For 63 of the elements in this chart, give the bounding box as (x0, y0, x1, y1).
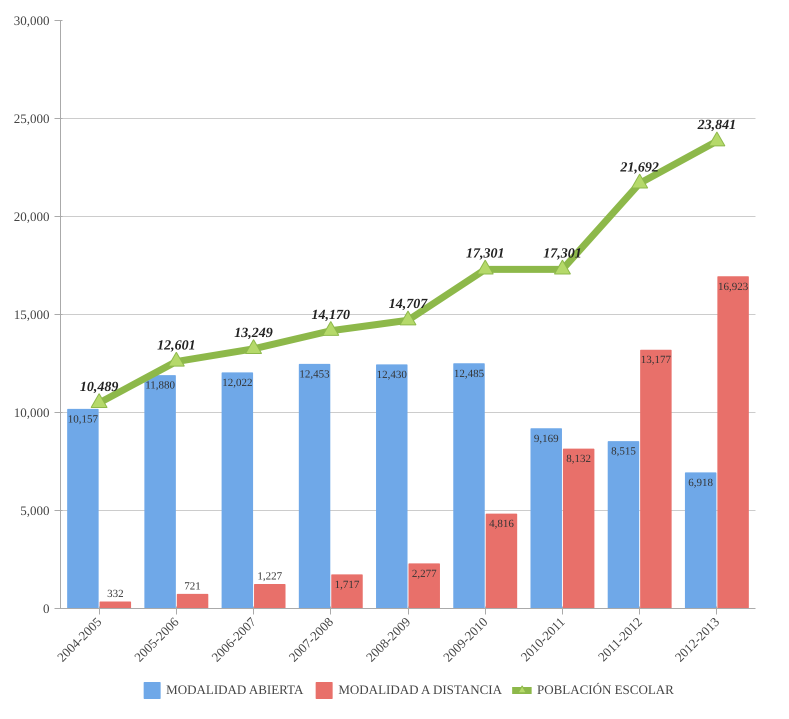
data-label: 21,692 (619, 160, 659, 176)
legend-label: MODALIDAD ABIERTA (166, 682, 304, 698)
bar (562, 448, 594, 608)
point (554, 260, 571, 275)
point (708, 131, 726, 146)
bar (684, 472, 716, 608)
data-label: 14,707 (388, 297, 428, 312)
data-label: 11,880 (145, 380, 176, 392)
legend-label: POBLACIÓN ESCOLAR (536, 682, 674, 698)
bar (640, 350, 672, 608)
data-label: 12,430 (376, 368, 408, 381)
bar (486, 514, 518, 608)
data-label: 12,022 (222, 376, 252, 389)
data-label: 10,489 (80, 380, 118, 395)
data-label: 12,601 (157, 338, 196, 354)
data-label: 721 (184, 580, 201, 592)
data-label: 9,169 (534, 432, 560, 445)
y-tick-label: 10,000 (14, 405, 50, 420)
legend-label: MODALIDAD A DISTANCIA (338, 682, 502, 698)
bar (376, 364, 408, 608)
bar (176, 594, 208, 608)
data-label: 14,170 (312, 308, 350, 323)
y-tick-label: 15,000 (14, 307, 50, 322)
y-tick-label: 30,000 (14, 13, 50, 28)
bar (453, 363, 485, 608)
data-label: 10,157 (68, 413, 99, 426)
data-label: 23,841 (696, 118, 736, 134)
data-label: 12,485 (454, 368, 485, 380)
bar (144, 375, 176, 608)
data-label: 8,515 (611, 446, 636, 458)
point (168, 352, 185, 367)
bar (408, 563, 440, 608)
y-tick-label: 0 (43, 601, 50, 616)
point (245, 339, 262, 354)
bar (331, 574, 363, 608)
data-label: 4,816 (489, 518, 514, 530)
data-label: 12,453 (299, 368, 330, 380)
bar (222, 372, 254, 608)
y-tick-label: 20,000 (14, 209, 50, 224)
point (476, 260, 494, 275)
y-tick-label: 25,000 (14, 111, 50, 126)
data-label: 2,277 (412, 568, 438, 580)
bar (717, 276, 749, 608)
data-label: 13,249 (234, 326, 273, 341)
point (322, 321, 340, 336)
point (400, 310, 416, 326)
point (631, 174, 648, 188)
bar (100, 601, 132, 608)
data-label: 6,918 (688, 476, 714, 489)
data-label: 17,301 (466, 246, 504, 262)
y-tick-label: 5,000 (20, 503, 50, 518)
data-label: 16,923 (718, 280, 749, 293)
bar (298, 364, 330, 608)
bar (530, 428, 562, 608)
bar (608, 441, 640, 608)
data-label: 332 (107, 588, 124, 600)
bar (67, 408, 99, 608)
data-label: 13,177 (640, 354, 672, 366)
data-label: 8,132 (566, 453, 592, 466)
data-label: 1,227 (257, 570, 283, 582)
bar (254, 584, 286, 608)
point (90, 393, 108, 408)
data-label: 1,717 (334, 578, 360, 591)
